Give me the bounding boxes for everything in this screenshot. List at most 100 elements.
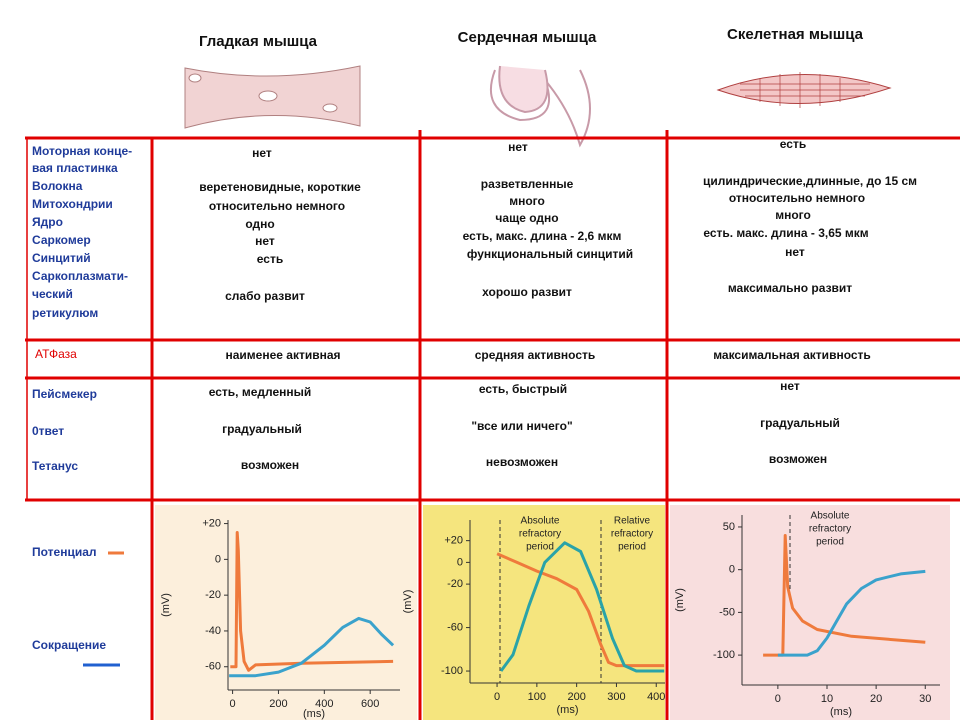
annotation: Absolute xyxy=(521,516,560,527)
cell-text: наименее активная xyxy=(225,348,340,362)
x-tick-label: 0 xyxy=(775,693,781,705)
panel-bg xyxy=(670,505,950,720)
refractory-lines xyxy=(499,515,791,683)
y-axis-label: (mV) xyxy=(674,588,686,612)
cell-text: разветвленные xyxy=(481,177,574,191)
x-tick-label: 200 xyxy=(567,691,585,703)
cell-text: относительно немного xyxy=(209,199,345,213)
cell-text: есть, медленный xyxy=(209,385,312,399)
cell-text: нет xyxy=(785,245,805,259)
column-title: Гладкая мышца xyxy=(199,33,318,50)
cell-text: одно xyxy=(245,217,274,231)
row-label: Волокна xyxy=(32,179,83,193)
cell-text: максимальная активность xyxy=(713,348,871,362)
annotation: refractory xyxy=(519,529,561,540)
row-label: Саркомер xyxy=(32,233,91,247)
series-line xyxy=(229,616,395,678)
y-tick-label: -20 xyxy=(447,578,463,590)
cell-text: градуальный xyxy=(760,416,840,430)
cell-text: нет xyxy=(255,234,275,248)
row-label: 0твет xyxy=(32,424,64,438)
cell-text: есть. макс. длина - 3,65 мкм xyxy=(703,226,868,240)
table-grid xyxy=(25,130,960,720)
cell-text: нет xyxy=(252,146,272,160)
y-tick-label: 0 xyxy=(457,556,463,568)
row-label: Ядро xyxy=(32,215,63,229)
cell-text: цилиндрические,длинные, до 15 см xyxy=(703,174,917,188)
y-tick-label: +20 xyxy=(444,535,463,547)
annotation: refractory xyxy=(611,529,653,540)
cell-text: много xyxy=(509,194,545,208)
cell-text: "все или ничего" xyxy=(471,419,572,433)
y-axis-label: (mV) xyxy=(402,590,414,614)
cell-text: хорошо развит xyxy=(482,285,572,299)
y-tick-label: -100 xyxy=(441,665,463,677)
y-axis-label: (mV) xyxy=(160,593,172,617)
cell-text: веретеновидные, короткие xyxy=(199,180,361,194)
series-line xyxy=(499,541,665,673)
cell-text: много xyxy=(775,208,811,222)
cell-text: есть xyxy=(780,137,806,151)
row-label: Пейсмекер xyxy=(32,387,97,401)
y-tick-label: -60 xyxy=(447,621,463,633)
x-tick-label: 400 xyxy=(647,691,665,703)
x-tick-label: 400 xyxy=(315,698,333,710)
x-tick-label: 30 xyxy=(919,693,931,705)
y-tick-label: -100 xyxy=(713,649,735,661)
x-tick-label: 20 xyxy=(870,693,882,705)
row-label: Саркоплазмати- xyxy=(32,269,128,283)
cell-text: нет xyxy=(508,140,528,154)
column-title: Сердечная мышца xyxy=(458,29,597,46)
skeletal-muscle-illustration xyxy=(716,72,892,108)
y-tick-label: -20 xyxy=(205,589,221,601)
cell-text: слабо развит xyxy=(225,289,305,303)
x-tick-label: 10 xyxy=(821,693,833,705)
annotation: period xyxy=(816,537,844,548)
row-label: ретикулюм xyxy=(32,306,98,320)
row-label: ческий xyxy=(32,287,73,301)
x-tick-label: 0 xyxy=(230,698,236,710)
cell-text: средняя активность xyxy=(475,348,596,362)
y-tick-label: 0 xyxy=(729,564,735,576)
cell-text: чаще одно xyxy=(495,211,558,225)
x-tick-label: 200 xyxy=(269,698,287,710)
cell-text: градуальный xyxy=(222,422,302,436)
row-label: Митохондрии xyxy=(32,197,113,211)
panel-bg xyxy=(155,505,417,720)
y-tick-label: -50 xyxy=(719,606,735,618)
cell-text: есть xyxy=(257,252,283,266)
column-title: Скелетная мышца xyxy=(727,26,864,43)
cell-text: есть, макс. длина - 2,6 мкм xyxy=(463,229,622,243)
legend-label: Потенциал xyxy=(32,545,97,559)
cardiac-muscle-illustration xyxy=(490,65,591,148)
x-axis-label: (ms) xyxy=(830,706,852,718)
annotation: period xyxy=(526,542,554,553)
y-tick-label: +20 xyxy=(202,517,221,529)
row-label: АТФаза xyxy=(35,347,77,361)
y-tick-label: -60 xyxy=(205,661,221,673)
y-tick-label: 0 xyxy=(215,553,221,565)
x-tick-label: 100 xyxy=(528,691,546,703)
y-tick-label: -40 xyxy=(205,625,221,637)
legend-label: Сокращение xyxy=(32,638,106,652)
row-label: Синцитий xyxy=(32,251,91,265)
cell-text: нет xyxy=(780,379,800,393)
series-line xyxy=(230,531,394,672)
x-tick-label: 300 xyxy=(607,691,625,703)
smooth-muscle-illustration xyxy=(184,65,361,129)
row-label: Моторная конце- xyxy=(32,144,132,158)
series-line xyxy=(496,552,665,668)
cell-text: невозможен xyxy=(486,455,558,469)
x-tick-label: 0 xyxy=(494,691,500,703)
cell-text: возможен xyxy=(241,458,299,472)
panel-bg xyxy=(423,505,665,720)
x-axis-label: (ms) xyxy=(303,708,325,720)
x-axis-label: (ms) xyxy=(557,704,579,716)
x-tick-label: 600 xyxy=(361,698,379,710)
annotation: Relative xyxy=(614,516,651,527)
y-tick-label: 50 xyxy=(723,521,735,533)
series-line xyxy=(763,534,926,657)
series-line xyxy=(777,569,926,657)
cell-text: возможен xyxy=(769,452,827,466)
